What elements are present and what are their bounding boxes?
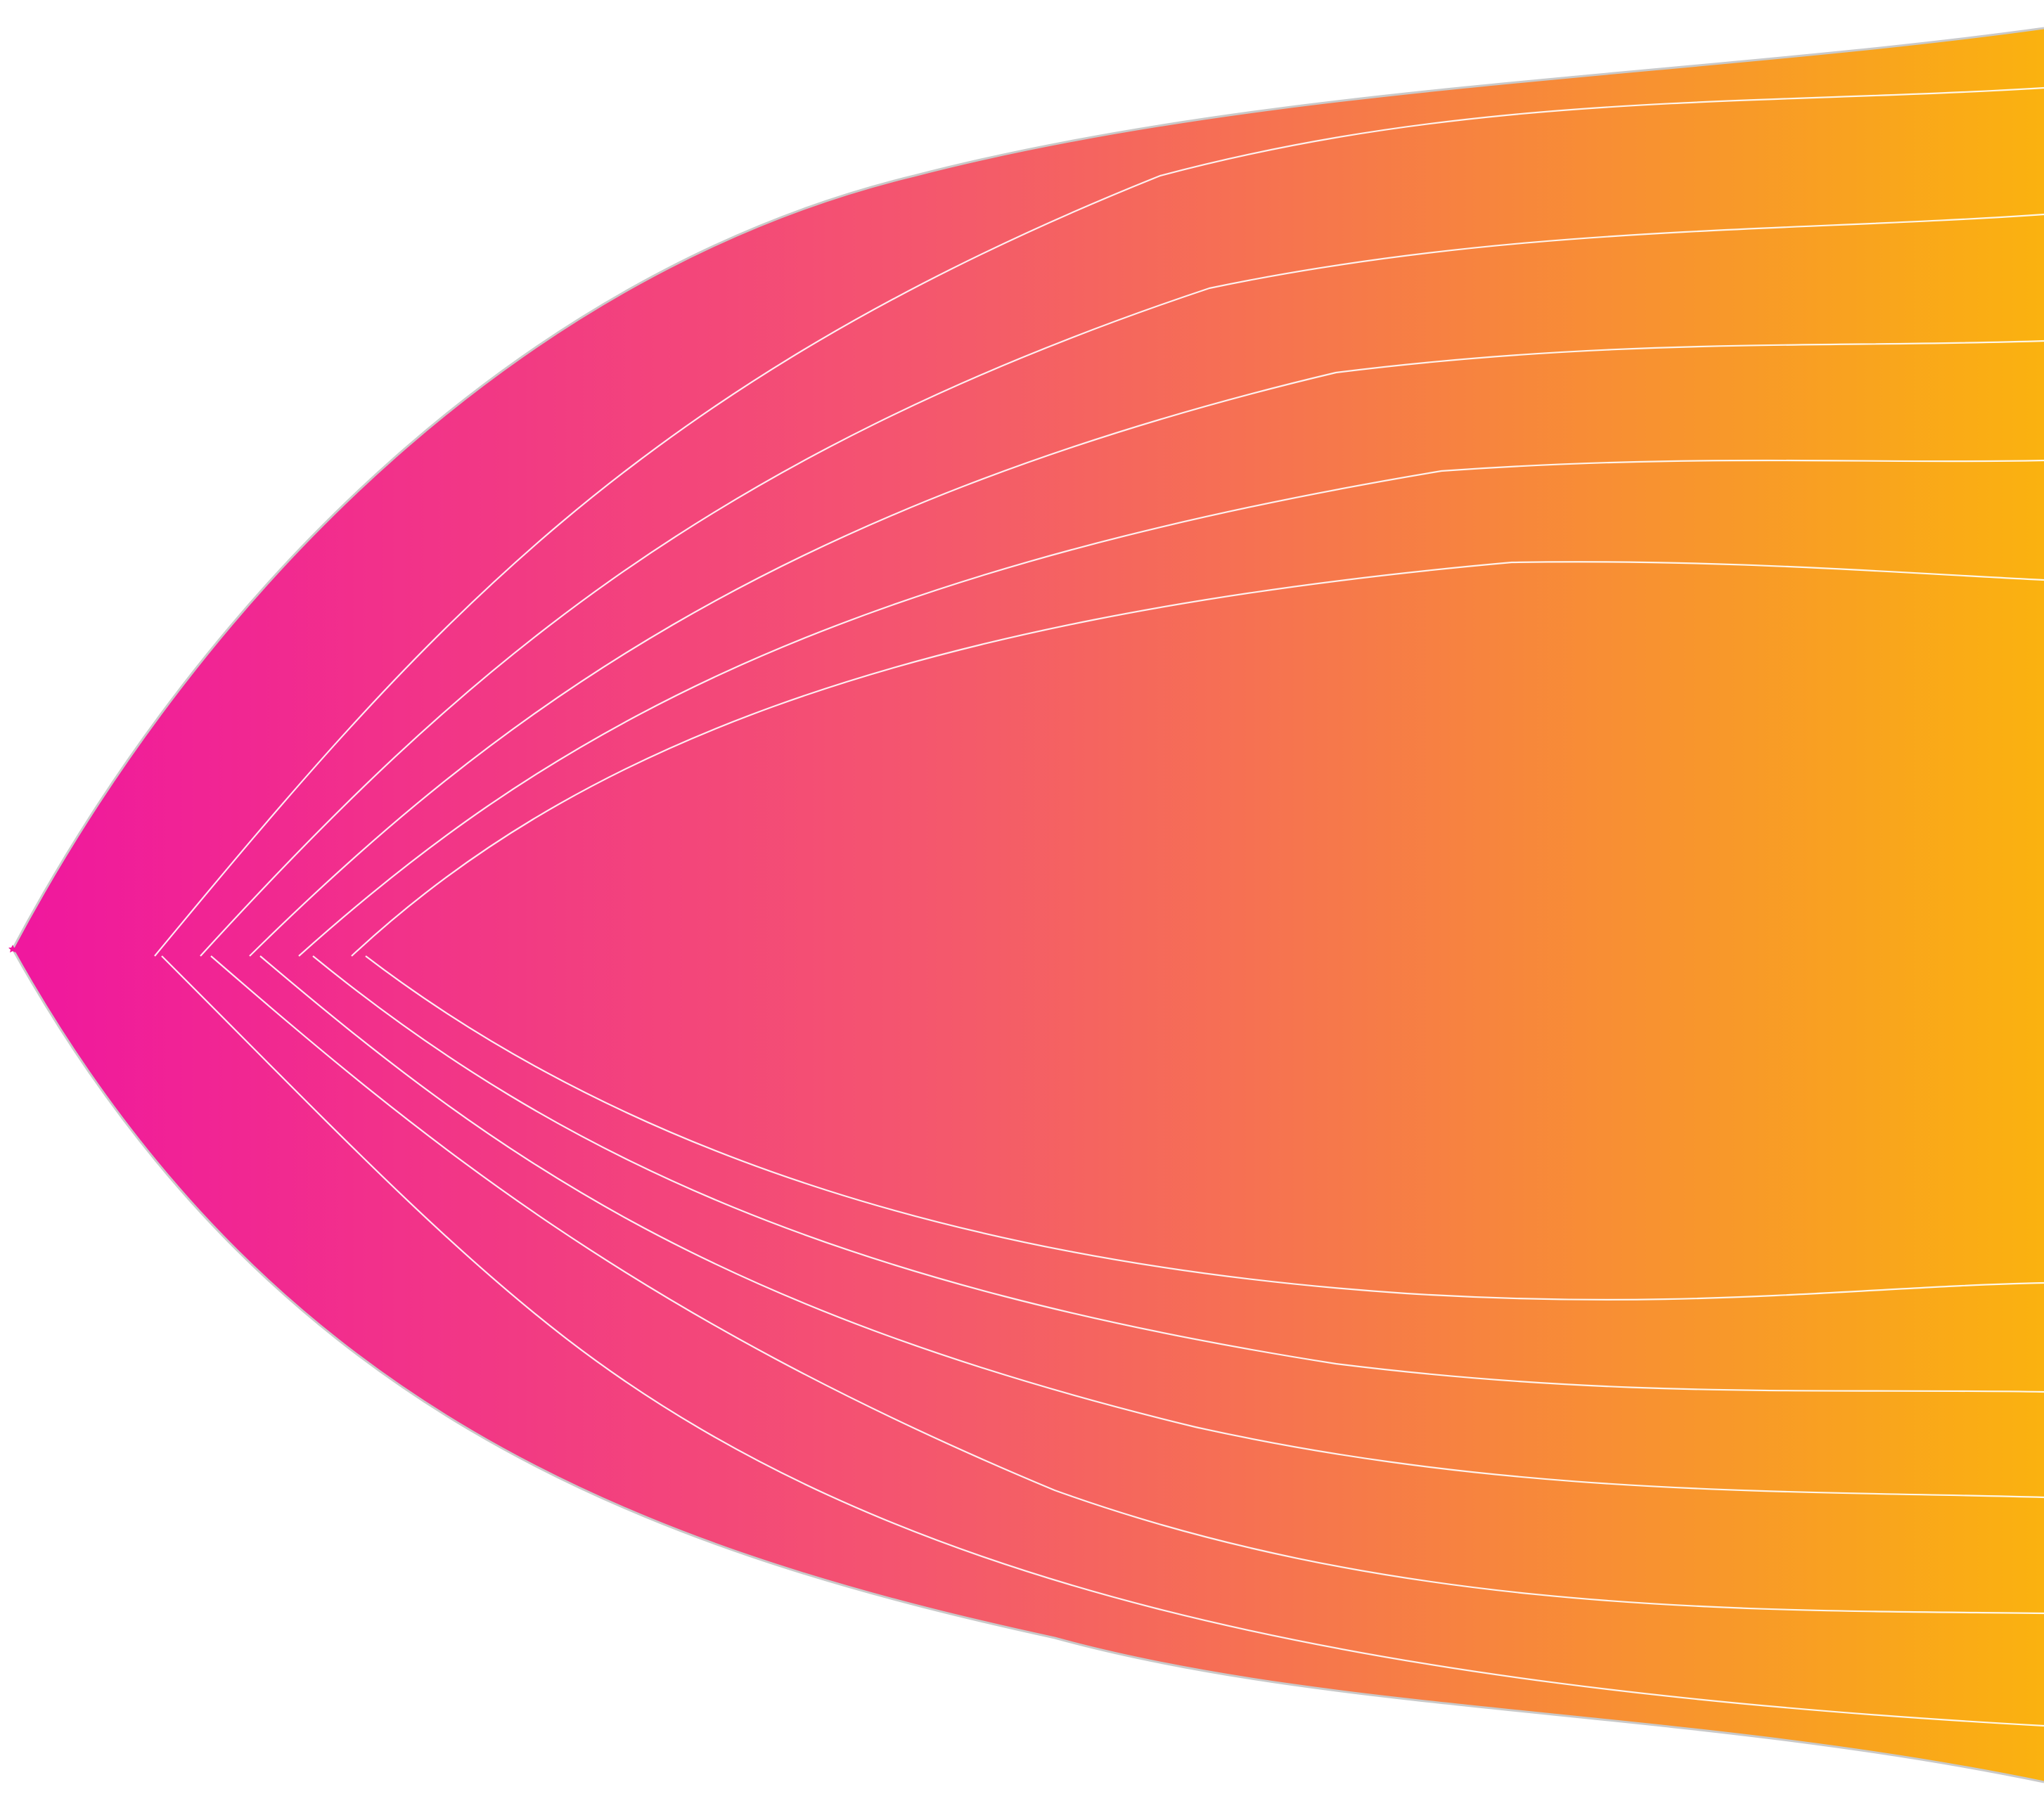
fan-line (365, 955, 2044, 1301)
fan-line (249, 340, 2044, 957)
fan-line (154, 86, 2044, 957)
fan-line (312, 955, 2044, 1393)
fan-line (298, 459, 2044, 957)
fan-line (161, 955, 2044, 1727)
lower-fan-lines (161, 955, 2044, 1727)
fan-shape (13, 28, 2044, 1782)
star-icon (8, 945, 17, 953)
fan-outline-top (11, 27, 2044, 950)
fan-line (259, 955, 2044, 1499)
fan-line (200, 213, 2044, 957)
fan-line (210, 955, 2044, 1615)
fan-outline-bottom (11, 948, 2044, 1783)
upper-fan-lines (154, 86, 2044, 957)
fan-line (351, 561, 2044, 957)
